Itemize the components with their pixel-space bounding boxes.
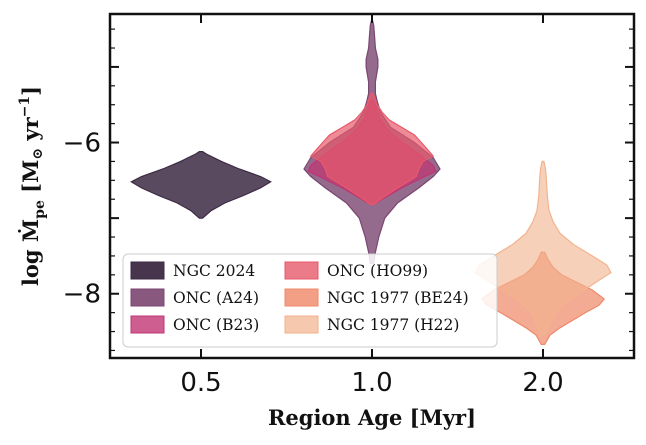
y-label-units-mid: yr bbox=[18, 116, 43, 148]
legend-swatch-onc-b23 bbox=[130, 315, 165, 334]
legend-swatch-onc-ho99 bbox=[284, 261, 319, 280]
y-axis-label: log Ṁpe [M⊙ yr−1] bbox=[17, 86, 48, 286]
x-tick-label: 2.0 bbox=[522, 368, 563, 398]
y-label-prefix: log Ṁ bbox=[18, 219, 43, 286]
y-tick-label: −8 bbox=[63, 280, 101, 310]
legend-swatch-ngc-2024 bbox=[130, 261, 165, 280]
violin-ngc-2024 bbox=[130, 151, 272, 219]
y-label-superscript: −1 bbox=[17, 96, 33, 117]
legend-label-onc-b23: ONC (B23) bbox=[173, 316, 259, 334]
legend-label-onc-ho99: ONC (HO99) bbox=[327, 262, 428, 280]
legend-swatch-ngc-1977-h22 bbox=[284, 315, 319, 334]
y-label-units-close: ] bbox=[18, 86, 43, 96]
y-tick-label: −6 bbox=[63, 129, 101, 159]
y-label-sun-symbol: ⊙ bbox=[30, 148, 46, 160]
legend-swatch-ngc-1977-be24 bbox=[284, 288, 319, 307]
x-axis-label: Region Age [Myr] bbox=[268, 405, 476, 430]
legend-label-onc-a24: ONC (A24) bbox=[173, 289, 259, 307]
y-label-units-open: [M bbox=[18, 160, 43, 201]
plot-frame bbox=[108, 12, 636, 360]
x-tick-label: 0.5 bbox=[180, 368, 221, 398]
x-tick-label: 1.0 bbox=[351, 368, 392, 398]
legend-label-ngc-1977-h22: NGC 1977 (H22) bbox=[327, 316, 459, 334]
legend: NGC 2024 ONC (HO99) ONC (A24) NGC 1977 (BE2… bbox=[122, 253, 498, 348]
legend-swatch-onc-a24 bbox=[130, 288, 165, 307]
x-ticks: 0.5 1.0 2.0 bbox=[180, 14, 564, 398]
y-label-subscript: pe bbox=[32, 200, 48, 219]
violin-onc-ho99 bbox=[309, 92, 435, 206]
legend-label-ngc-2024: NGC 2024 bbox=[173, 262, 255, 280]
violin-group bbox=[130, 19, 612, 345]
legend-label-ngc-1977-be24: NGC 1977 (BE24) bbox=[327, 289, 469, 307]
